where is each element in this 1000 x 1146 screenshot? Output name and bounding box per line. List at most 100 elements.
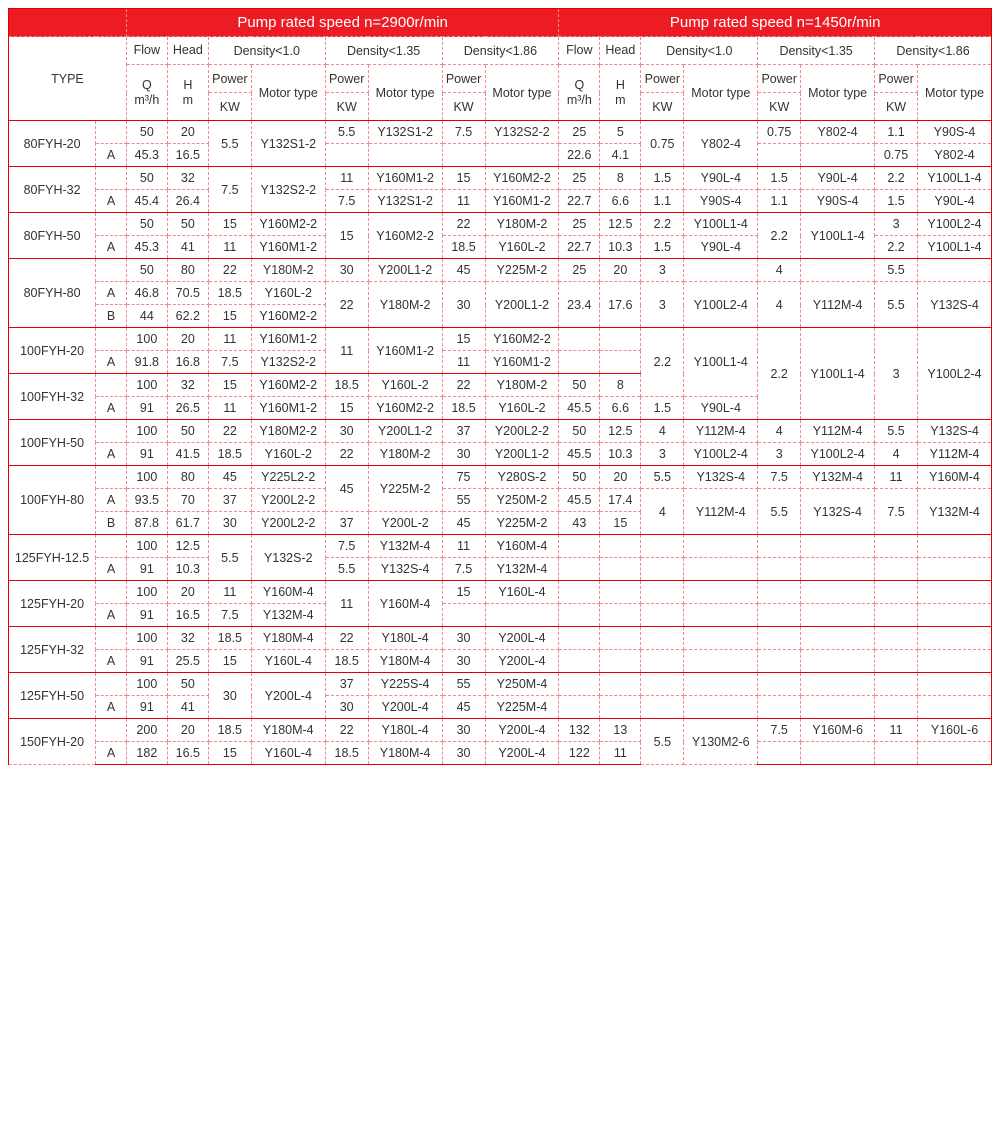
cell: Y180M-4 [368, 742, 442, 765]
cell: Y200L-4 [485, 650, 559, 673]
col-power: Power [875, 65, 918, 93]
cell: 18.5 [208, 282, 251, 305]
col-motor: Motor type [251, 65, 325, 121]
type-cell: 80FYH-32 [9, 167, 96, 213]
cell [600, 673, 641, 696]
cell: Y100L2-4 [918, 328, 992, 420]
cell [918, 581, 992, 604]
cell [918, 696, 992, 719]
cell: Y200L-4 [485, 719, 559, 742]
col-density1-2: Density<1.0 [641, 37, 758, 65]
cell [96, 328, 127, 351]
cell: 5.5 [875, 259, 918, 282]
cell [684, 535, 758, 558]
cell: 46.8 [126, 282, 167, 305]
cell: 0.75 [875, 144, 918, 167]
cell: Y280S-2 [485, 466, 559, 489]
cell [801, 558, 875, 581]
type-cell: 125FYH-50 [9, 673, 96, 719]
cell: 11 [325, 328, 368, 374]
cell [801, 696, 875, 719]
cell: 15 [208, 305, 251, 328]
cell [875, 627, 918, 650]
cell: 15 [208, 374, 251, 397]
cell [758, 558, 801, 581]
col-kw: KW [208, 93, 251, 121]
cell: 18.5 [325, 742, 368, 765]
col-motor: Motor type [801, 65, 875, 121]
cell: Y100L1-4 [684, 213, 758, 236]
cell: Y802-4 [918, 144, 992, 167]
cell: Y100L2-4 [801, 443, 875, 466]
cell [442, 604, 485, 627]
col-head-unit-2: Hm [600, 65, 641, 121]
cell: Y225L2-2 [251, 466, 325, 489]
cell: Y90L-4 [801, 167, 875, 190]
cell: 132 [559, 719, 600, 742]
cell: Y225M-2 [485, 259, 559, 282]
cell: Y132S-2 [251, 535, 325, 581]
cell: 15 [325, 213, 368, 259]
cell: 7.5 [758, 719, 801, 742]
cell: 61.7 [167, 512, 208, 535]
cell: 25 [559, 167, 600, 190]
cell: 25 [559, 259, 600, 282]
cell: Y180M-2 [251, 259, 325, 282]
cell [684, 604, 758, 627]
cell: 45 [442, 696, 485, 719]
cell: A [96, 489, 127, 512]
cell: 13 [600, 719, 641, 742]
cell: 18.5 [325, 650, 368, 673]
cell: A [96, 190, 127, 213]
cell: Y100L1-4 [918, 236, 992, 259]
cell: Y112M-4 [684, 420, 758, 443]
cell: 11 [875, 466, 918, 489]
cell [758, 673, 801, 696]
cell: 45.3 [126, 144, 167, 167]
cell: 32 [167, 374, 208, 397]
cell: 91.8 [126, 351, 167, 374]
cell: 41 [167, 236, 208, 259]
cell: 91 [126, 650, 167, 673]
cell: 3 [875, 213, 918, 236]
cell: 15 [600, 512, 641, 535]
cell: 20 [167, 719, 208, 742]
cell [758, 581, 801, 604]
cell: 50 [126, 167, 167, 190]
cell: Y90L-4 [918, 190, 992, 213]
cell: 5 [600, 121, 641, 144]
cell: 8 [600, 374, 641, 397]
cell [600, 535, 641, 558]
cell: 37 [325, 673, 368, 696]
cell [442, 144, 485, 167]
cell: 30 [325, 696, 368, 719]
cell: 4 [758, 420, 801, 443]
cell: 10.3 [167, 558, 208, 581]
cell: 80 [167, 259, 208, 282]
cell: 32 [167, 167, 208, 190]
cell [559, 650, 600, 673]
cell: 5.5 [641, 719, 684, 765]
cell: 50 [167, 213, 208, 236]
cell [641, 696, 684, 719]
type-cell: 100FYH-50 [9, 420, 96, 466]
cell: 18.5 [208, 443, 251, 466]
cell: 12.5 [167, 535, 208, 558]
cell: 41.5 [167, 443, 208, 466]
cell: Y132S1-2 [251, 121, 325, 167]
col-kw: KW [325, 93, 368, 121]
cell: 100 [126, 466, 167, 489]
type-cell: 125FYH-32 [9, 627, 96, 673]
cell: Y100L1-4 [684, 328, 758, 397]
cell: 11 [442, 351, 485, 374]
cell: Y90L-4 [684, 167, 758, 190]
cell: 50 [559, 466, 600, 489]
col-density3-2: Density<1.86 [875, 37, 992, 65]
cell [96, 673, 127, 696]
cell: Y160L-2 [485, 397, 559, 420]
cell: 3 [758, 443, 801, 466]
cell: Y200L1-2 [368, 259, 442, 282]
col-density1: Density<1.0 [208, 37, 325, 65]
cell: Y160M-4 [368, 581, 442, 627]
cell: Y180M-2 [368, 282, 442, 328]
